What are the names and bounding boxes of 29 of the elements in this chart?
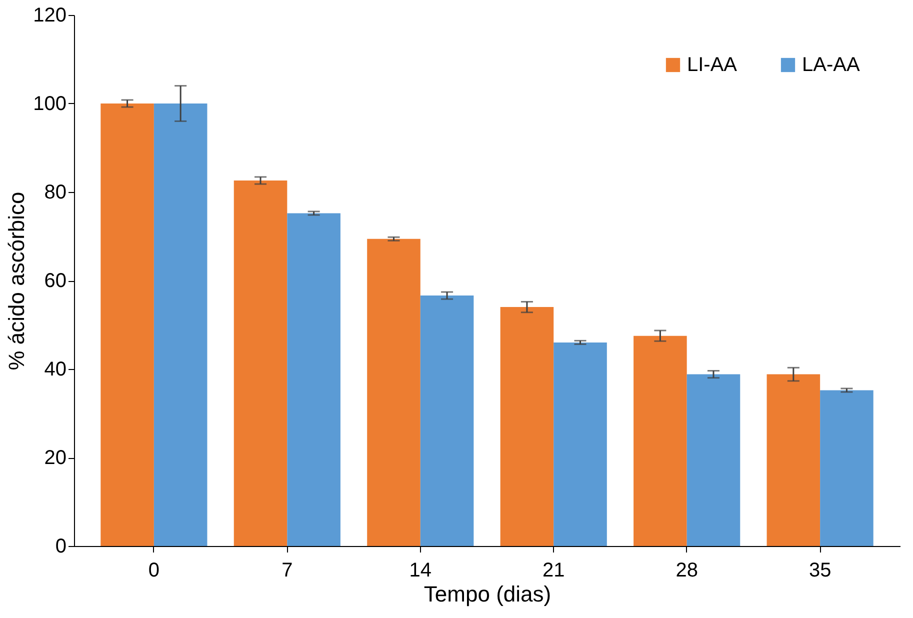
bar [287,213,340,546]
x-tick-label: 21 [542,560,565,582]
bar [500,307,554,546]
y-tick-label: 80 [44,182,66,204]
bar [234,180,288,546]
y-axis-title: % ácido ascórbico [4,192,30,370]
y-tick-label: 60 [44,270,66,292]
legend-label: LI-AA [687,54,738,76]
bar [634,336,687,546]
bar [154,104,208,546]
bar [367,238,420,546]
y-tick-label: 20 [44,447,66,469]
x-tick-label: 35 [808,560,832,582]
y-tick-label: 40 [44,358,66,380]
x-axis-title: Tempo (dias) [424,582,552,606]
bar [100,104,154,546]
x-tick-label: 0 [148,560,160,582]
y-tick-label: 100 [33,93,66,115]
x-tick-label: 7 [282,560,293,582]
bar [686,374,740,546]
x-tick-label: 14 [409,560,432,582]
bar [554,342,607,546]
y-tick-label: 0 [55,536,66,558]
bar [820,390,874,546]
bar [766,374,820,546]
bar [420,296,474,546]
legend-label: LA-AA [802,54,860,76]
x-tick-label: 28 [676,560,698,582]
y-tick-label: 120 [33,4,66,26]
